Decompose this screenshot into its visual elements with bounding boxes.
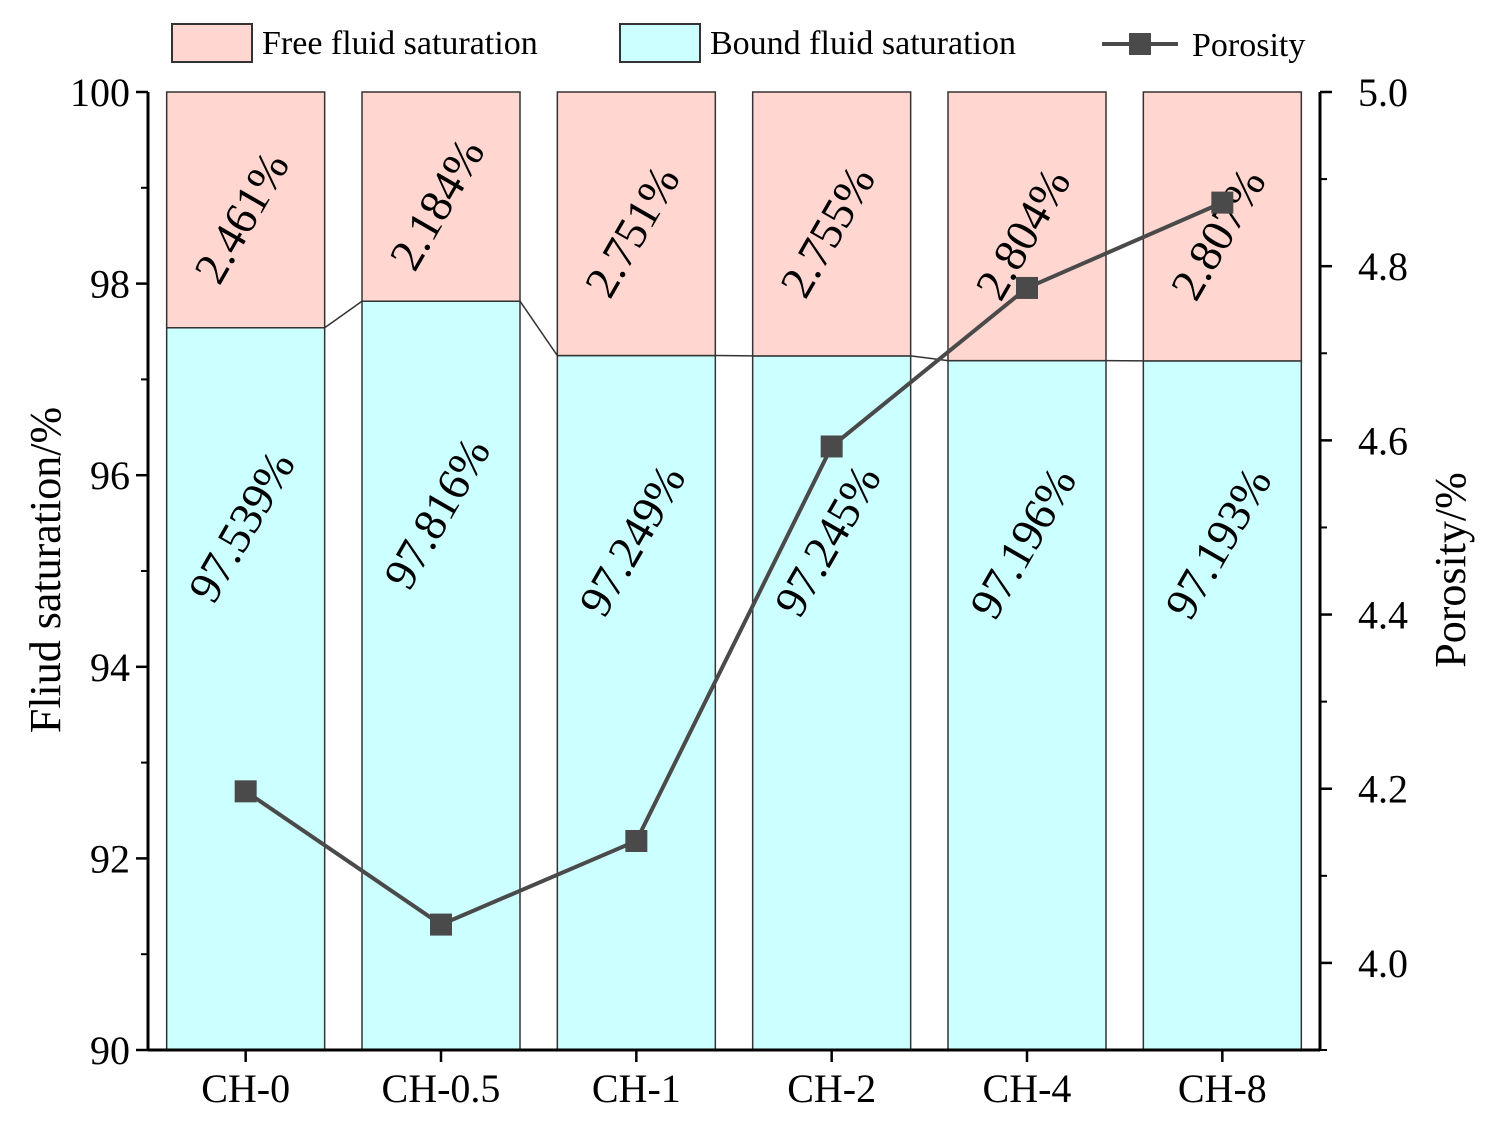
porosity-marker: [1016, 276, 1038, 299]
legend-label-bound-fluid: Bound fluid saturation: [710, 25, 1016, 62]
y-tick-label: 94: [90, 645, 130, 690]
x-tick-label: CH-4: [983, 1066, 1072, 1111]
bars-layer: [165, 91, 1303, 1051]
bound-fluid-bar: [361, 300, 521, 1051]
axes: 90 92 94 96 98 100 4.0 4.2 4.4 4.6 4.8 5.0 CH-0 CH-0.…: [70, 70, 1408, 1111]
x-tick-label: CH-0.5: [382, 1066, 501, 1111]
bound-fluid-bar: [556, 354, 717, 1051]
bound-fluid-bar: [1142, 360, 1303, 1051]
y2-tick-label: 5.0: [1358, 70, 1408, 115]
porosity-marker: [625, 829, 648, 852]
porosity-marker: [1211, 191, 1234, 214]
y-tick-label: 96: [90, 453, 130, 498]
y-tick-label: 100: [70, 70, 130, 115]
legend: Free fluid saturation Bound fluid satura…: [171, 23, 1305, 64]
stack-connector-line: [324, 300, 363, 329]
y2-tick-label: 4.2: [1358, 767, 1408, 812]
y2-tick-label: 4.4: [1358, 593, 1408, 638]
porosity-series: [234, 191, 1234, 936]
y-tick-label: 98: [90, 262, 130, 307]
free-fluid-bar: [751, 91, 912, 357]
bound-fluid-bar: [947, 359, 1107, 1051]
porosity-marker: [430, 913, 452, 936]
stack-connector-line: [519, 300, 558, 356]
legend-label-porosity: Porosity: [1192, 27, 1305, 64]
x-tick-label: CH-8: [1178, 1066, 1267, 1111]
free-fluid-bar: [165, 91, 326, 329]
data-labels: 97.539%2.461%97.816%2.184%97.249%2.751%9…: [178, 130, 1281, 627]
x-tick-label: CH-2: [787, 1066, 876, 1111]
y2-axis-title: Porosity/%: [1426, 472, 1475, 668]
free-fluid-bar: [556, 91, 717, 357]
connector-lines: [324, 300, 1144, 362]
free-fluid-bar: [947, 91, 1107, 362]
y2-tick-label: 4.8: [1358, 244, 1408, 289]
legend-label-free-fluid: Free fluid saturation: [262, 25, 538, 62]
legend-porosity-marker: [1129, 33, 1151, 55]
free-fluid-bar: [361, 91, 521, 302]
bound-fluid-bar: [751, 355, 912, 1051]
stack-connector-line: [910, 355, 949, 362]
legend-swatch-bound-fluid: [619, 23, 701, 63]
y-tick-label: 90: [90, 1028, 130, 1073]
y-tick-label: 92: [90, 836, 130, 881]
bound-fluid-bar: [165, 327, 326, 1051]
legend-swatch-free-fluid: [171, 23, 253, 63]
y-axis-title: Fliud saturation/%: [21, 407, 70, 733]
y2-tick-label: 4.6: [1358, 418, 1408, 463]
x-tick-label: CH-0: [201, 1066, 290, 1111]
y2-tick-label: 4.0: [1358, 941, 1408, 986]
porosity-marker: [234, 780, 257, 803]
porosity-line: [244, 200, 1224, 927]
x-tick-label: CH-1: [592, 1066, 681, 1111]
porosity-marker: [820, 435, 843, 458]
